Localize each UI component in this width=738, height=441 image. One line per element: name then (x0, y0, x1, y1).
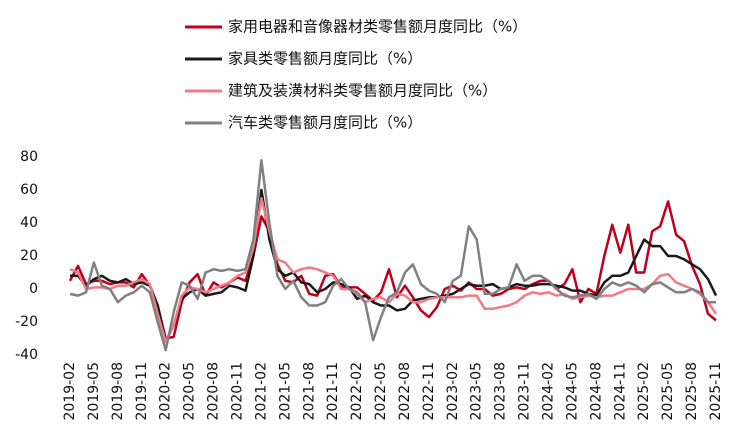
x-tick-label: 2024-02 (541, 362, 557, 421)
legend-label: 家具类零售额月度同比（%） (228, 50, 422, 68)
x-tick-label: 2023-08 (493, 362, 509, 421)
x-tick-label: 2023-11 (517, 362, 533, 421)
y-tick-label: 40 (20, 215, 38, 231)
legend-label: 家用电器和音像器材类零售额月度同比（%） (228, 18, 527, 36)
x-tick-label: 2019-08 (110, 362, 126, 421)
x-tick-label: 2020-05 (182, 362, 198, 421)
x-tick-label: 2021-11 (325, 362, 341, 421)
series-line (68, 200, 717, 340)
x-tick-label: 2025-08 (684, 362, 700, 421)
y-tick-label: 80 (20, 149, 38, 165)
y-tick-label: 60 (20, 182, 38, 198)
x-tick-label: 2024-11 (612, 362, 628, 421)
series-line (70, 188, 718, 344)
x-tick-label: 2020-08 (206, 362, 222, 421)
x-tick-label: 2022-02 (349, 362, 365, 421)
series-line (69, 159, 716, 352)
x-tick-label: 2025-11 (708, 362, 724, 421)
x-tick-label: 2022-05 (373, 362, 389, 421)
x-tick-label: 2025-05 (660, 362, 676, 421)
x-tick-label: 2019-05 (86, 362, 102, 421)
x-tick-label: 2021-05 (277, 362, 293, 421)
legend-label: 建筑及装潢材料类零售额月度同比（%） (228, 82, 497, 100)
x-tick-label: 2023-05 (469, 362, 485, 421)
y-tick-label: 0 (29, 281, 38, 297)
legend-label: 汽车类零售额月度同比（%） (228, 114, 422, 132)
x-tick-label: 2025-02 (636, 362, 652, 421)
y-tick-label: 20 (20, 248, 38, 264)
x-tick-label: 2022-08 (397, 362, 413, 421)
x-tick-label: 2021-08 (301, 362, 317, 421)
x-tick-label: 2019-02 (62, 362, 78, 421)
x-tick-label: 2024-05 (564, 362, 580, 421)
x-tick-label: 2022-11 (421, 362, 437, 421)
y-tick-label: -40 (15, 347, 38, 363)
x-tick-label: 2023-02 (445, 362, 461, 421)
x-tick-label: 2020-02 (158, 362, 174, 421)
x-tick-label: 2019-11 (134, 362, 150, 421)
x-tick-label: 2024-08 (588, 362, 604, 421)
x-tick-label: 2020-11 (229, 362, 245, 421)
y-tick-label: -20 (15, 314, 38, 330)
x-tick-label: 2021-02 (253, 362, 269, 421)
series-line (69, 197, 718, 344)
